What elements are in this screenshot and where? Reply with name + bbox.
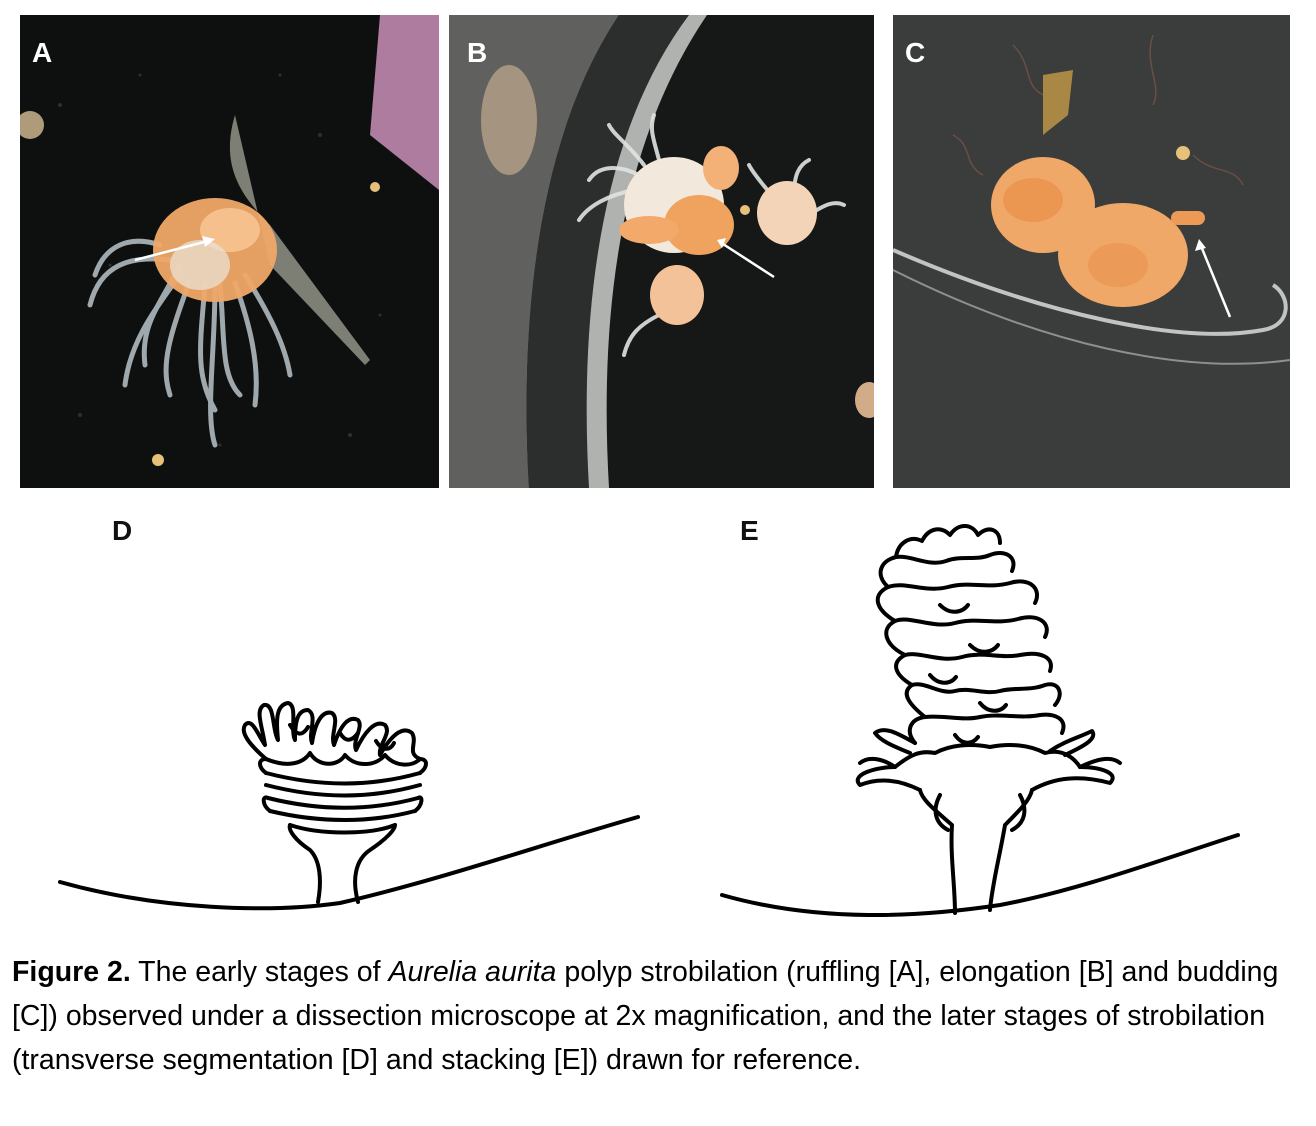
caption-text-1: The early stages of [130,956,389,988]
photo-panel-c: C [893,15,1290,488]
photo-panel-a: A [20,15,439,488]
figure-label: Figure 2. [12,956,131,988]
figure-caption: Figure 2. The early stages of Aurelia au… [12,950,1302,1082]
drawing-panel-d: D [40,505,660,925]
polyp-ruffling-photo [20,15,439,488]
polyp-elongation-photo [449,15,874,488]
panel-label-c: C [905,37,926,68]
panel-label-e: E [740,515,759,546]
photo-panel-b: B [449,15,874,488]
species-name: Aurelia aurita [388,956,557,988]
transverse-segmentation-drawing [58,701,640,911]
drawing-panel-e: E [700,505,1260,925]
panel-label-b: B [467,37,488,68]
panel-label-d: D [112,515,133,546]
stacking-drawing [720,524,1240,918]
polyp-budding-photo [893,15,1290,488]
panel-label-a: A [32,37,53,68]
caption-text-2: polyp strobilation (ruffling [A], elonga… [12,956,1279,1076]
